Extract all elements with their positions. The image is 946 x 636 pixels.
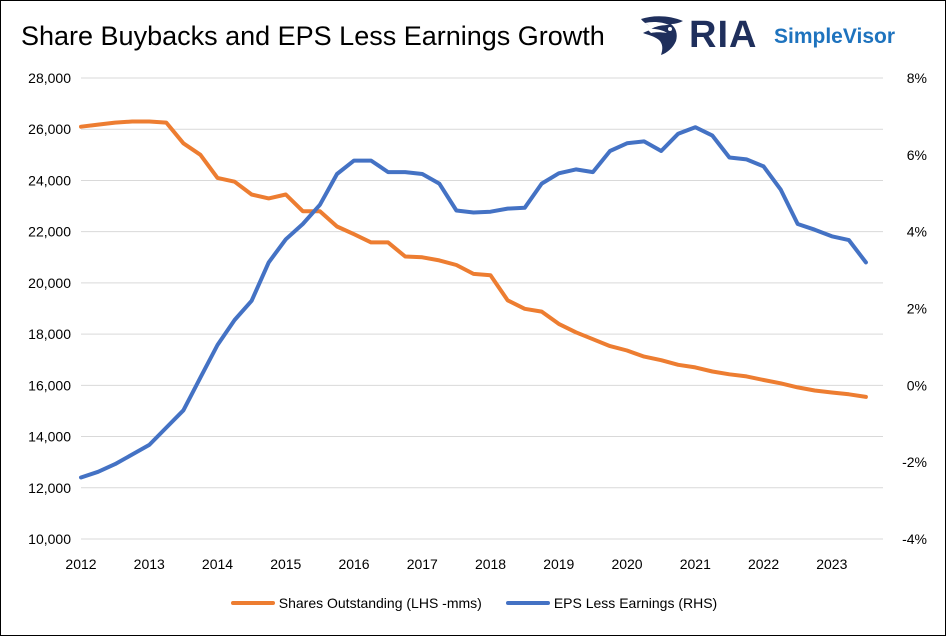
chart-title: Share Buybacks and EPS Less Earnings Gro… (21, 21, 605, 51)
chart-legend: Shares Outstanding (LHS -mms) EPS Less E… (1, 591, 945, 615)
left-axis-tick-label: 26,000 (28, 121, 71, 137)
right-axis-tick-label: 6% (907, 147, 927, 163)
x-axis-tick-label: 2015 (270, 556, 301, 572)
left-axis-ticks: 10,000 12,000 14,000 16,000 18,000 20,000 22,0… (28, 70, 71, 547)
x-axis-tick-label: 2023 (816, 556, 847, 572)
ria-simplevisor-logo: RIA SimpleVisor (639, 11, 939, 61)
x-axis-tick-label: 2018 (475, 556, 506, 572)
x-axis-tick-label: 2021 (680, 556, 711, 572)
x-axis-tick-label: 2020 (611, 556, 642, 572)
x-axis-tick-label: 2012 (65, 556, 96, 572)
x-axis-tick-label: 2022 (748, 556, 779, 572)
right-axis-tick-label: -2% (902, 454, 927, 470)
legend-swatch-shares (230, 601, 275, 605)
legend-label-shares: Shares Outstanding (LHS -mms) (278, 595, 482, 611)
left-axis-tick-label: 14,000 (28, 429, 71, 445)
right-axis-tick-label: 4% (907, 224, 927, 240)
shares-outstanding-line (79, 119, 868, 399)
left-axis-tick-label: 22,000 (28, 224, 71, 240)
logo-simplevisor-text: SimpleVisor (774, 25, 895, 48)
right-axis-ticks: -4% -2% 0% 2% 4% 6% 8% (902, 70, 927, 547)
left-axis-tick-label: 28,000 (28, 70, 71, 86)
x-axis-tick-label: 2016 (338, 556, 369, 572)
right-axis-tick-label: 8% (907, 70, 927, 86)
legend-item-shares: Shares Outstanding (LHS -mms) (230, 595, 482, 611)
left-axis-tick-label: 10,000 (28, 531, 71, 547)
left-axis-tick-label: 18,000 (28, 326, 71, 342)
legend-swatch-eps (505, 601, 550, 605)
right-axis-tick-label: 0% (907, 377, 927, 393)
x-axis-tick-label: 2014 (202, 556, 233, 572)
eagle-head-icon (641, 16, 683, 55)
right-axis-tick-label: -4% (902, 531, 927, 547)
left-axis-tick-label: 24,000 (28, 172, 71, 188)
logo-ria-text: RIA (689, 14, 758, 56)
left-axis-tick-label: 12,000 (28, 480, 71, 496)
legend-item-eps: EPS Less Earnings (RHS) (505, 595, 718, 611)
series-lines (79, 119, 868, 480)
x-axis-ticks: 2012 2013 2014 2015 2016 2017 2018 2019 2020 2021… (65, 556, 847, 572)
eagle-feather-stripe (645, 21, 669, 28)
eagle-eye (668, 27, 672, 31)
left-axis-tick-label: 16,000 (28, 377, 71, 393)
eagle-feather-stripe (647, 28, 667, 33)
x-axis-tick-label: 2019 (543, 556, 574, 572)
eps-less-earnings-line (79, 125, 868, 480)
left-axis-tick-label: 20,000 (28, 275, 71, 291)
right-axis-tick-label: 2% (907, 301, 927, 317)
gridlines (81, 77, 883, 540)
legend-label-eps: EPS Less Earnings (RHS) (553, 595, 718, 611)
x-axis-tick-label: 2017 (407, 556, 438, 572)
x-axis-tick-label: 2013 (134, 556, 165, 572)
